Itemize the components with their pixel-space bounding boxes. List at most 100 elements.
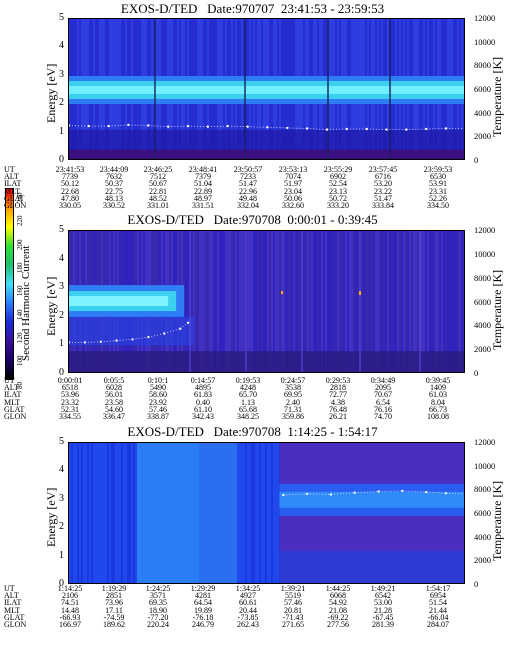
ephemeris-cell: 166.97 [59,620,81,629]
ephemeris-cell: 23.92 [149,397,167,407]
ephemeris-cell: 48.97 [194,193,212,203]
y2-tick-label: 10000 [474,248,496,259]
y-tick-label: 2 [59,309,64,321]
temperature-trace [446,492,464,495]
ephemeris-cell: 246.79 [192,620,214,629]
ephemeris-cell: 48.13 [105,193,123,203]
noise-column [249,443,251,583]
ephemeris-row-label: ILAT [4,179,22,189]
ephemeris-cell: 58.60 [149,390,167,400]
ephemeris-cell: 23.58 [105,397,123,407]
ephemeris-row-label: GLAT [4,612,25,622]
ephemeris-cell: 330.05 [59,201,81,210]
noise-column [335,231,337,372]
noise-column [133,443,135,583]
ephemeris-cell: 23:44:09 [99,165,129,174]
ephemeris-cell: 51.47 [239,179,257,189]
noise-column [221,231,223,372]
ephemeris-cell: 3538 [285,383,301,393]
ephemeris-cell: 0:19:53 [235,376,261,385]
y2-tick-label: 12000 [474,13,496,23]
ephemeris-cell: 0:39:45 [425,376,451,385]
temperature-trace [267,126,288,129]
noise-column [443,231,445,372]
ephemeris-cell: 333.84 [372,201,394,210]
ephemeris-cell: 334.55 [59,412,81,421]
noise-column [127,443,129,583]
y2-tick-label: 10000 [474,460,496,471]
noise-column [325,231,327,372]
ephemeris-cell: 52.31 [61,404,79,414]
temperature-trace [307,128,328,130]
temperature-point [385,128,388,131]
noise-column [263,231,265,372]
base-region [69,351,464,372]
noise-column [327,231,329,372]
noise-column [441,231,443,372]
noise-column [395,231,397,372]
noise-column [263,443,265,583]
noise-column [91,443,93,583]
data-gap [301,231,303,372]
ephemeris-cell: 7739 [62,172,78,182]
noise-column [413,231,415,372]
temperature-point [87,124,91,128]
noise-column [273,443,275,583]
noise-column [201,231,203,372]
ephemeris-cell: 26.21 [329,412,347,421]
noise-column [313,231,315,372]
ephemeris-cell: 5519 [285,591,301,601]
noise-column [367,231,369,372]
temperature-point [425,490,428,494]
temperature-point [405,128,408,131]
noise-column [277,443,279,583]
ephemeris-cell: 23:53:13 [278,165,308,174]
ephemeris-cell: 4927 [240,591,256,601]
noise-column [321,231,323,372]
y-tick-label: 0 [59,367,64,378]
noise-column [81,443,83,583]
noise-column [227,231,229,372]
y-tick-label: 5 [59,224,64,235]
noise-column [437,231,439,372]
y-axis-label: Energy [eV] [44,276,58,336]
ephemeris-cell: 57.46 [149,404,167,414]
noise-column [399,231,401,372]
ephemeris-row-label: GLON [4,412,27,421]
noise-column [303,231,305,372]
ephemeris-cell: 1409 [430,383,446,393]
ephemeris-cell: 74.51 [61,598,79,608]
ephemeris-cell: 21.44 [429,605,447,615]
noise-column [243,231,245,372]
noise-column [311,231,313,372]
ephemeris-cell: 23:57:45 [368,165,398,174]
ephemeris-cell: 7632 [106,172,122,182]
noise-column [83,443,85,583]
ephemeris-row-label: MLT [4,605,21,615]
ephemeris-cell: 50.06 [284,193,302,203]
noise-column [319,231,321,372]
ephemeris-cell: 348.25 [237,412,259,421]
spectrogram-svg [69,231,464,372]
ephemeris-cell: 2.40 [286,397,300,407]
ephemeris-cell: 74.70 [374,412,392,421]
ephemeris-cell: 23:55:29 [323,165,353,174]
noise-column [305,231,307,372]
noise-column [289,231,291,372]
ephemeris-cell: 4895 [195,383,211,393]
noise-column [423,231,425,372]
ephemeris-cell: 21.08 [329,605,347,615]
ephemeris-cell: 23.32 [61,397,79,407]
noise-column [197,231,199,372]
data-gap [189,231,191,372]
ephemeris-cell: 22.89 [194,186,212,196]
noise-column [89,443,91,583]
temperature-trace [366,128,387,130]
noise-column [425,231,427,372]
ephemeris-cell: 23:41:53 [55,165,85,174]
ephemeris-cell: 108.08 [427,412,449,421]
y-tick-label: 4 [59,252,64,264]
panel-title: EXOS-D/TED Date:970708 0:00:01 - 0:39:45 [127,212,378,227]
y2-tick-label: 12000 [474,225,496,235]
low-energy-region [279,550,464,583]
